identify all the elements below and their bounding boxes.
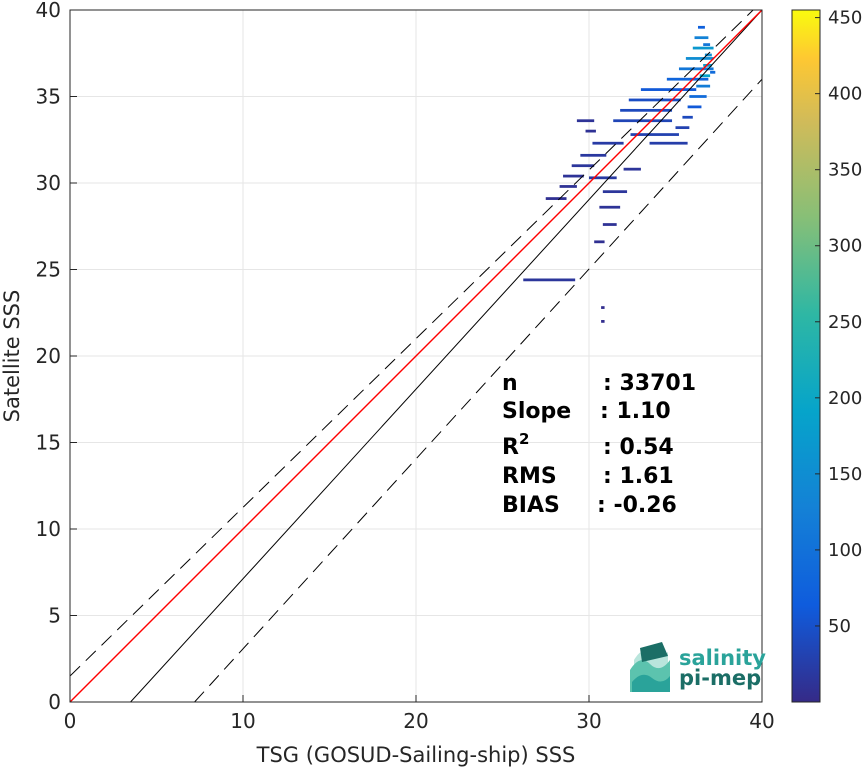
density-cell bbox=[592, 141, 624, 145]
y-tick-label: 15 bbox=[36, 431, 61, 455]
density-cell bbox=[666, 77, 709, 81]
colorbar-tick-label: 350 bbox=[828, 160, 862, 181]
density-cell bbox=[623, 167, 641, 171]
stat-bias-label: BIAS bbox=[502, 493, 560, 518]
density-cell bbox=[640, 88, 697, 91]
y-tick-label: 0 bbox=[48, 690, 61, 714]
x-tick-label: 20 bbox=[403, 709, 428, 733]
reference-lines bbox=[70, 10, 762, 702]
stat-r2-superscript: 2 bbox=[519, 430, 529, 448]
stat-n-value: : 33701 bbox=[603, 371, 696, 396]
density-cell bbox=[602, 223, 617, 226]
x-tick-label: 40 bbox=[749, 709, 774, 733]
density-cell bbox=[692, 46, 714, 50]
density-cell bbox=[523, 278, 576, 282]
density-cell bbox=[559, 185, 577, 188]
density-cell bbox=[585, 129, 596, 133]
salinity-pi-mep-logo: salinity pi-mep bbox=[630, 642, 766, 692]
density-cell bbox=[576, 119, 595, 123]
colorbar-tick-label: 150 bbox=[828, 464, 862, 485]
one-to-one-line bbox=[130, 10, 762, 702]
density-cell bbox=[710, 70, 716, 74]
upper-envelope-line bbox=[70, 10, 754, 677]
colorbar: 50 100 150 200 250 300 350 400 450 bbox=[791, 8, 862, 703]
density-cell bbox=[571, 164, 595, 168]
x-tick-label: 30 bbox=[576, 709, 601, 733]
fit-line bbox=[70, 10, 762, 702]
stat-bias-value: : -0.26 bbox=[597, 493, 677, 518]
density-cell bbox=[675, 126, 690, 130]
density-cell bbox=[697, 25, 705, 29]
colorbar-tick-label: 100 bbox=[828, 540, 862, 561]
y-tick-label: 20 bbox=[36, 344, 61, 368]
density-cell bbox=[687, 105, 702, 109]
density-cell bbox=[696, 84, 711, 88]
logo-line-pimep: pi-mep bbox=[679, 666, 761, 690]
density-cell bbox=[589, 176, 617, 180]
y-tick-label: 10 bbox=[36, 517, 61, 541]
y-tick-label: 35 bbox=[36, 85, 61, 109]
y-tick-label: 5 bbox=[48, 604, 61, 628]
stat-r2-letter: R bbox=[502, 435, 519, 460]
stat-rms-value: : 1.61 bbox=[603, 464, 674, 489]
density-cell bbox=[685, 57, 714, 60]
colorbar-tick-label: 250 bbox=[828, 312, 862, 333]
axis-ticks: 0 10 20 30 40 0 5 10 15 20 25 30 35 40 bbox=[36, 0, 775, 733]
y-tick-label: 30 bbox=[36, 171, 61, 195]
density-cell bbox=[601, 320, 605, 323]
density-cell bbox=[630, 133, 679, 136]
density-cell bbox=[682, 115, 693, 119]
density-cell bbox=[649, 141, 688, 145]
density-cell bbox=[613, 119, 673, 123]
colorbar-tick-label: 400 bbox=[828, 84, 862, 105]
stat-slope-value: : 1.10 bbox=[600, 399, 671, 424]
colorbar-tick-label: 300 bbox=[828, 236, 862, 257]
colorbar-tick-label: 450 bbox=[828, 8, 862, 29]
density-cell bbox=[620, 108, 673, 112]
density-cell bbox=[594, 240, 605, 244]
density-cell bbox=[699, 74, 711, 78]
density-cell bbox=[563, 174, 584, 178]
stat-n-label: n bbox=[502, 371, 518, 396]
density-cell bbox=[628, 98, 681, 102]
x-tick-label: 0 bbox=[64, 709, 77, 733]
density-cell bbox=[694, 36, 709, 40]
density-cell bbox=[703, 43, 711, 46]
y-tick-label: 25 bbox=[36, 258, 61, 282]
logo-wave-icon bbox=[630, 642, 670, 692]
density-cell bbox=[678, 67, 714, 71]
colorbar-tick-label: 50 bbox=[828, 616, 851, 637]
x-tick-label: 10 bbox=[230, 709, 255, 733]
stat-r2-value: : 0.54 bbox=[603, 435, 674, 460]
stats-block: n : 33701 Slope : 1.10 R2 : 0.54 RMS : 1… bbox=[502, 371, 696, 518]
stat-r2-label: R2 bbox=[502, 430, 529, 460]
stat-rms-label: RMS bbox=[502, 464, 557, 489]
logo-line-salinity: salinity bbox=[679, 646, 766, 670]
density-cells bbox=[523, 25, 716, 323]
density-cell bbox=[602, 190, 628, 194]
x-axis-label: TSG (GOSUD-Sailing-ship) SSS bbox=[256, 743, 576, 767]
stat-slope-label: Slope bbox=[502, 399, 571, 424]
density-cell bbox=[704, 53, 712, 57]
colorbar-gradient bbox=[791, 9, 821, 703]
density-cell bbox=[580, 153, 607, 157]
density-cell bbox=[599, 205, 621, 209]
colorbar-tick-label: 200 bbox=[828, 388, 862, 409]
colorbar-ticks: 50 100 150 200 250 300 350 400 450 bbox=[815, 8, 862, 637]
density-cell bbox=[601, 306, 605, 309]
y-axis-label: Satellite SSS bbox=[0, 290, 24, 423]
density-cell bbox=[545, 197, 567, 200]
y-tick-label: 40 bbox=[36, 0, 61, 22]
density-cell bbox=[689, 95, 707, 98]
lower-envelope-line bbox=[194, 78, 762, 702]
